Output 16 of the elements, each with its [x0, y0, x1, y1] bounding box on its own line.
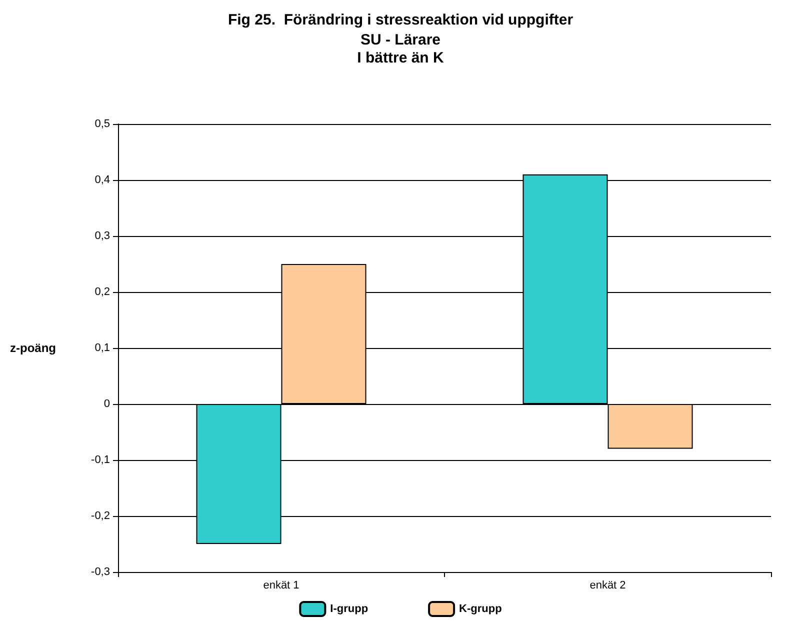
chart-subtitle: SU - Lärare I bättre än K: [357, 32, 444, 66]
y-tick-label: -0,1: [91, 454, 110, 466]
y-tick-label: 0,3: [94, 230, 110, 242]
y-tick-label: 0,5: [94, 118, 110, 130]
legend-label: K-grupp: [459, 603, 502, 615]
y-axis-title: z-poäng: [10, 341, 56, 355]
y-tick-label: -0,2: [91, 510, 110, 522]
x-tick-label: enkät 2: [590, 580, 626, 592]
legend-label: I-grupp: [330, 603, 368, 615]
x-tick-label: enkät 1: [263, 580, 300, 592]
y-tick-label: 0,2: [94, 286, 110, 298]
chart-title: Fig 25. Förändring i stressreaktion vid uppgifter: [228, 12, 574, 28]
y-tick-label: 0,4: [94, 174, 110, 186]
y-tick-label: 0,1: [94, 342, 110, 354]
y-tick-label: 0: [104, 398, 110, 410]
y-tick-label: -0,3: [91, 566, 110, 578]
